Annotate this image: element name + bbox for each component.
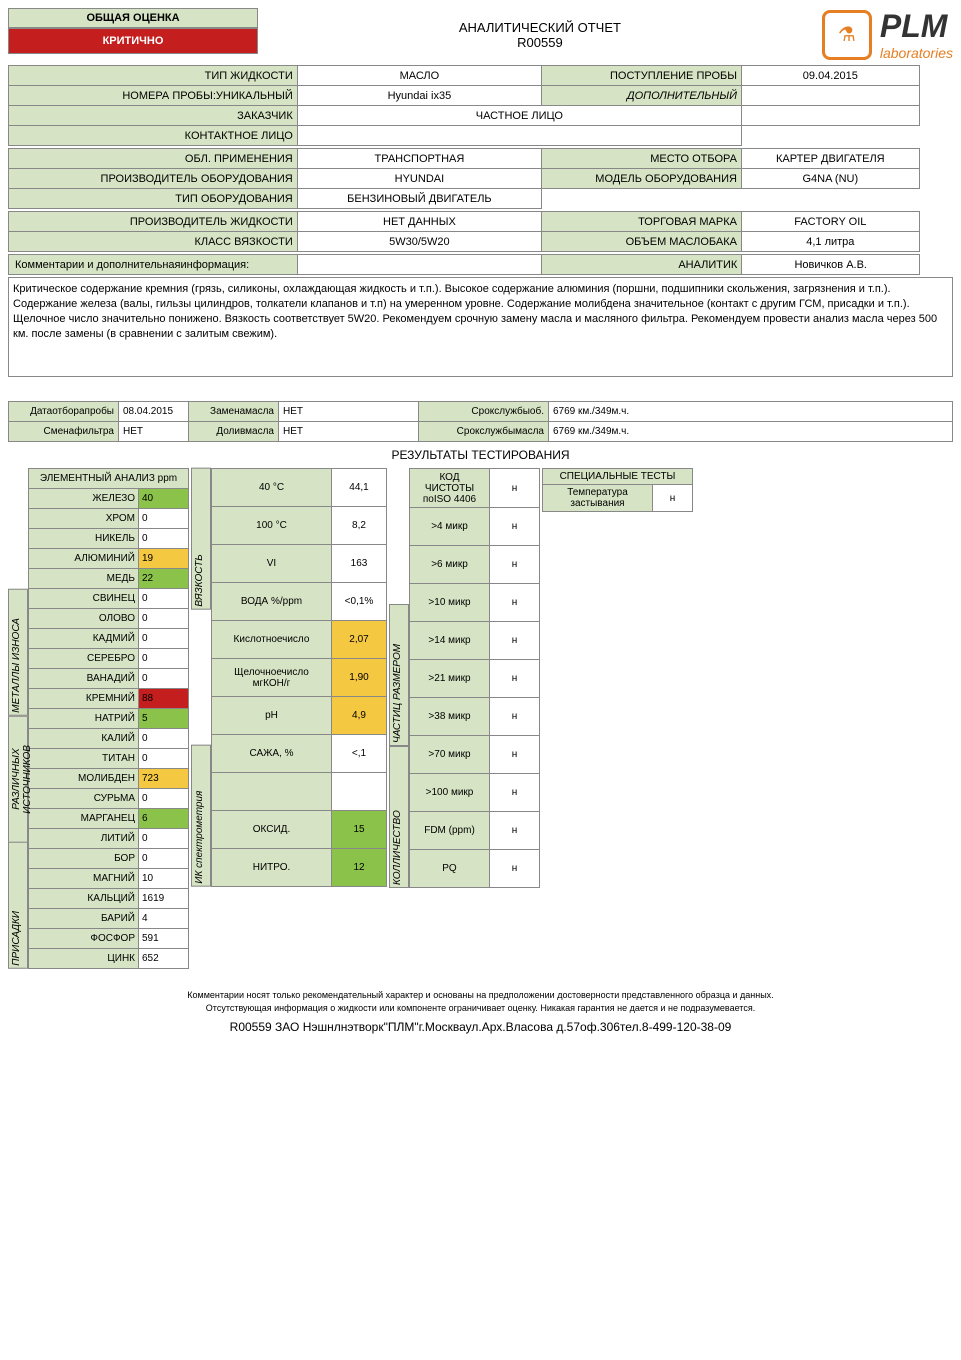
flask-icon: ⚗ bbox=[822, 10, 872, 60]
cat-wear: МЕТАЛЛЫ ИЗНОСА bbox=[8, 589, 28, 716]
logo-text: PLM bbox=[880, 8, 953, 45]
cat-additives: ПРИСАДКИ bbox=[8, 842, 28, 969]
info-block-1: ТИП ЖИДКОСТИМАСЛОПОСТУПЛЕНИЕ ПРОБЫ09.04.… bbox=[8, 65, 953, 146]
cat-ir: ИК спектрометрия bbox=[191, 745, 211, 887]
analyst-comment: Критическое содержание кремния (грязь, с… bbox=[8, 277, 953, 377]
physical-table: 40 °C44,1100 °C8,2VI163ВОДА %/ppm<0,1%Ки… bbox=[211, 468, 387, 887]
element-table: ЭЛЕМЕНТНЫЙ АНАЛИЗ ppm ЖЕЛЕЗО40ХРОМ0НИКЕЛ… bbox=[28, 468, 189, 969]
report-number: R00559 bbox=[266, 35, 814, 50]
address-line: R00559 ЗАО Нэшнлнэтворк"ПЛМ"г.Москваул.А… bbox=[8, 1020, 953, 1034]
assessment-title: ОБЩАЯ ОЦЕНКА bbox=[8, 8, 258, 28]
cat-quantity: КОЛЛИЧЕСТВО bbox=[389, 746, 409, 888]
report-header: ОБЩАЯ ОЦЕНКА КРИТИЧНО АНАЛИТИЧЕСКИЙ ОТЧЕ… bbox=[8, 8, 953, 61]
info-block-2: ОБЛ. ПРИМЕНЕНИЯТРАНСПОРТНАЯМЕСТО ОТБОРАК… bbox=[8, 148, 953, 209]
iso-table: КОД ЧИСТОТЫ поISO 4406н >4 микрн>6 микрн… bbox=[409, 468, 540, 888]
cat-particle-size: ЧАСТИЦ РАЗМЕРОМ bbox=[389, 604, 409, 746]
results-title: РЕЗУЛЬТАТЫ ТЕСТИРОВАНИЯ bbox=[8, 448, 953, 462]
special-tests-table: СПЕЦИАЛЬНЫЕ ТЕСТЫ Температура застывания… bbox=[542, 468, 693, 512]
cat-viscosity: ВЯЗКОСТЬ bbox=[191, 468, 211, 610]
footnote: Комментарии носят только рекомендательны… bbox=[8, 989, 953, 1014]
info-block-4: Комментарии и дополнительнаяинформация:А… bbox=[8, 254, 953, 275]
results-panel: МЕТАЛЛЫ ИЗНОСА РАЗЛИЧНЫХ ИСТОЧНИКОВ ПРИС… bbox=[8, 468, 953, 969]
assessment-value: КРИТИЧНО bbox=[8, 28, 258, 54]
logo-subtitle: laboratories bbox=[880, 45, 953, 61]
cat-sources: РАЗЛИЧНЫХ ИСТОЧНИКОВ bbox=[8, 716, 28, 843]
info-block-3: ПРОИЗВОДИТЕЛЬ ЖИДКОСТИНЕТ ДАННЫХТОРГОВАЯ… bbox=[8, 211, 953, 252]
logo: ⚗ PLM laboratories bbox=[822, 8, 953, 61]
service-block: Датаотборапробы08.04.2015 ЗаменамаслаНЕТ… bbox=[8, 401, 953, 442]
report-title: АНАЛИТИЧЕСКИЙ ОТЧЕТ bbox=[266, 20, 814, 35]
